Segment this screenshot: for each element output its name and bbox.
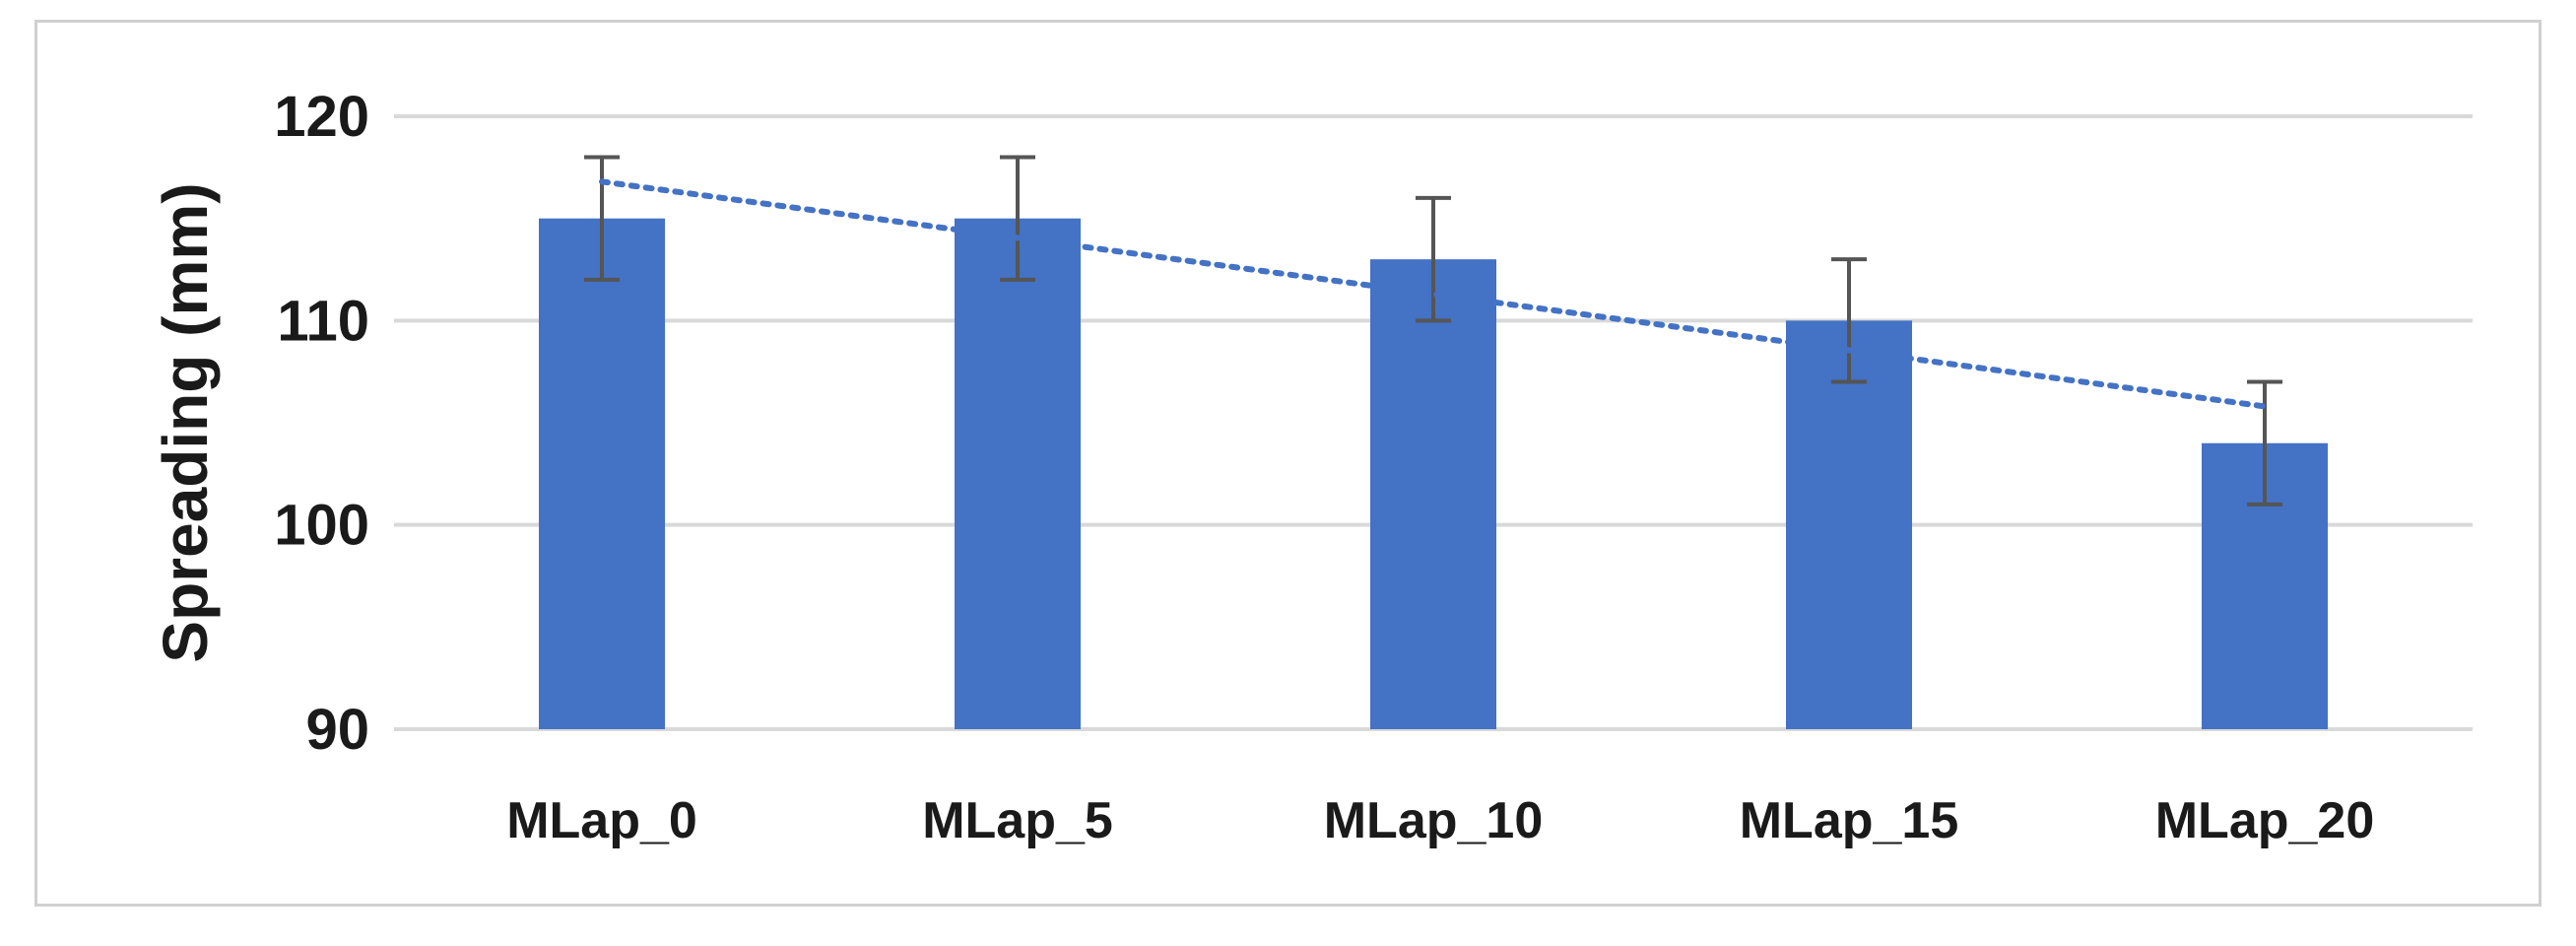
- y-tick-label: 120: [274, 85, 369, 149]
- x-tick-label: MLap_10: [1324, 792, 1544, 849]
- bar-MLap_5: [955, 218, 1081, 729]
- x-tick-label: MLap_20: [2155, 792, 2375, 849]
- x-tick-label: MLap_5: [922, 792, 1113, 849]
- x-tick-label: MLap_0: [506, 792, 697, 849]
- chart-frame: [34, 20, 2542, 907]
- bar-MLap_15: [1786, 320, 1912, 729]
- trendline: [599, 178, 2268, 410]
- bar-MLap_10: [1370, 259, 1496, 729]
- y-axis-title: Spreading (mm): [150, 182, 221, 662]
- y-tick-label: 100: [274, 494, 369, 558]
- bar-MLap_0: [539, 218, 665, 729]
- x-tick-label: MLap_15: [1740, 792, 1959, 849]
- y-tick-label: 110: [277, 289, 369, 353]
- y-tick-label: 90: [305, 698, 369, 762]
